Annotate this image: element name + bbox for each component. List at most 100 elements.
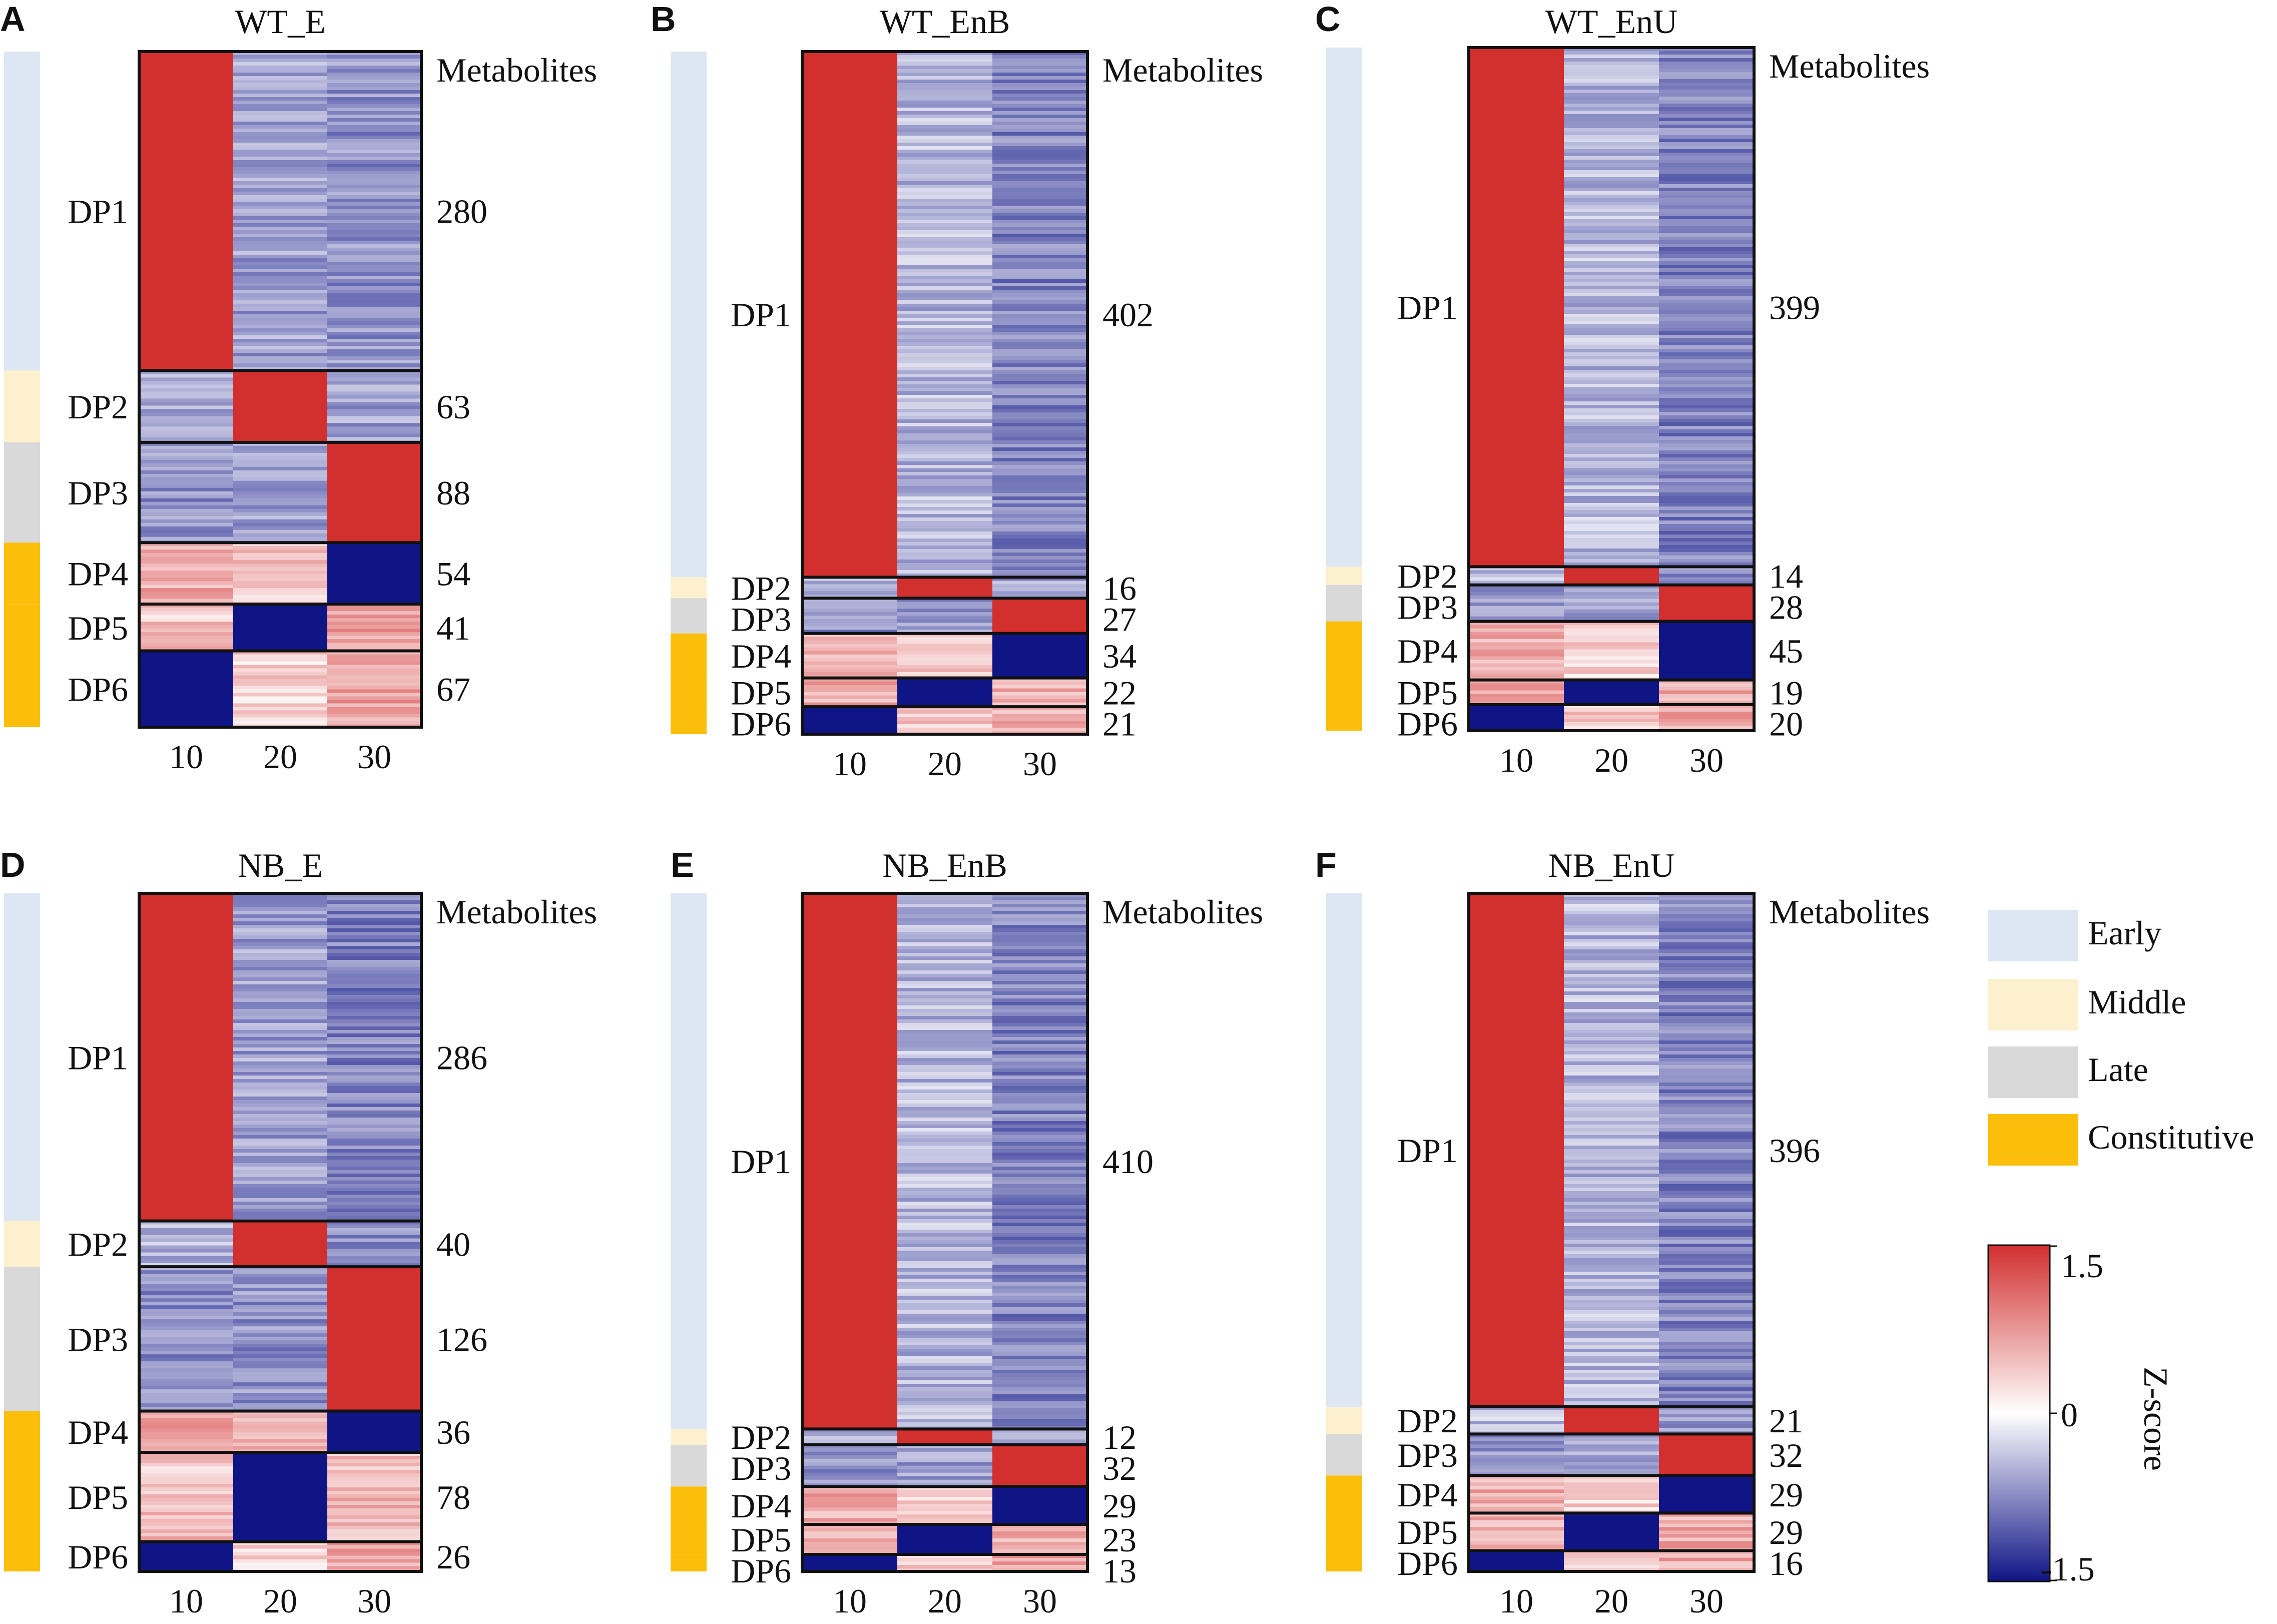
legend-label-late: Late bbox=[2088, 1050, 2148, 1089]
heatmap-row-stripe bbox=[1659, 202, 1754, 205]
heatmap-row-stripe bbox=[327, 1242, 421, 1246]
heatmap-row-stripe bbox=[233, 498, 327, 502]
heatmap-row-stripe bbox=[327, 893, 421, 897]
heatmap-row-stripe bbox=[1469, 1465, 1564, 1469]
heatmap-row-stripe bbox=[802, 1542, 897, 1546]
heatmap-row-stripe bbox=[233, 157, 327, 160]
heatmap-row-stripe bbox=[992, 174, 1087, 178]
heatmap-row-stripe bbox=[327, 1149, 421, 1153]
pattern-block-dp6 bbox=[802, 707, 1087, 734]
heatmap-row-stripe bbox=[139, 557, 233, 561]
heatmap-row-stripe bbox=[992, 125, 1087, 129]
heatmap-row-stripe bbox=[327, 293, 421, 297]
heatmap-row-stripe bbox=[897, 1331, 992, 1335]
heatmap-row-stripe bbox=[1564, 705, 1659, 708]
heatmap-row-stripe bbox=[1659, 272, 1754, 275]
heatmap-row-stripe bbox=[139, 508, 233, 512]
heatmap-row-stripe bbox=[1564, 377, 1659, 380]
heatmap-row-stripe bbox=[233, 1428, 327, 1432]
heatmap-row-stripe bbox=[233, 714, 327, 718]
heatmap-row-stripe bbox=[992, 942, 1087, 946]
heatmap-row-stripe bbox=[139, 412, 233, 416]
heatmap-row-stripe bbox=[233, 995, 327, 998]
heatmap-row-stripe bbox=[897, 206, 992, 209]
heatmap-row-stripe bbox=[327, 668, 421, 672]
heatmap-row-stripe bbox=[1659, 156, 1754, 160]
heatmap-row-stripe bbox=[233, 1386, 327, 1390]
heatmap-row-stripe bbox=[1469, 694, 1564, 698]
heatmap-row-stripe bbox=[1659, 1537, 1754, 1541]
heatmap-row-stripe bbox=[327, 346, 421, 349]
heatmap-row-stripe bbox=[233, 1333, 327, 1337]
heatmap-row-stripe bbox=[802, 1458, 897, 1462]
heatmap-row-stripe bbox=[327, 1191, 421, 1195]
heatmap-row-stripe bbox=[233, 1065, 327, 1068]
heatmap-row-stripe bbox=[992, 433, 1087, 437]
heatmap-row-stripe bbox=[1659, 538, 1754, 542]
heatmap-row-stripe bbox=[327, 639, 421, 643]
heatmap-row-stripe bbox=[327, 1174, 421, 1177]
heatmap-row-stripe bbox=[1659, 1427, 1754, 1431]
heatmap-row-stripe bbox=[1564, 289, 1659, 293]
heatmap-row-stripe bbox=[233, 1019, 327, 1023]
heatmap-row-stripe bbox=[1659, 552, 1754, 556]
heatmap-row-stripe bbox=[139, 1494, 233, 1498]
heatmap-row-stripe bbox=[1659, 1037, 1754, 1040]
heatmap-row-stripe bbox=[1564, 722, 1659, 726]
heatmap-row-stripe bbox=[1659, 577, 1754, 581]
heatmap-row-stripe bbox=[992, 1356, 1087, 1359]
heatmap-row-stripe bbox=[1564, 1268, 1659, 1272]
heatmap-row-stripe bbox=[233, 1347, 327, 1351]
heatmap-row-stripe bbox=[1659, 163, 1754, 167]
heatmap-row-stripe bbox=[1564, 244, 1659, 247]
heatmap-row-stripe bbox=[327, 1026, 421, 1030]
heatmap-row-stripe bbox=[1659, 1554, 1754, 1558]
metabolites-header: Metabolites bbox=[1769, 47, 1930, 85]
heatmap-row-stripe bbox=[233, 1274, 327, 1278]
heatmap-row-stripe bbox=[1659, 366, 1754, 370]
heatmap-row-stripe bbox=[139, 519, 233, 523]
heatmap-row-stripe bbox=[233, 546, 327, 550]
heatmap-row-stripe bbox=[1564, 1391, 1659, 1394]
heatmap-row-stripe bbox=[1564, 76, 1659, 79]
phase-strip-early bbox=[1326, 893, 1362, 1407]
heatmap-row-stripe bbox=[327, 178, 421, 181]
heatmap-row-stripe bbox=[1564, 667, 1659, 671]
heatmap-row-stripe bbox=[1659, 527, 1754, 531]
heatmap-row-stripe bbox=[897, 139, 992, 143]
heatmap-row-stripe bbox=[992, 1082, 1087, 1086]
heatmap-row-stripe bbox=[897, 1254, 992, 1258]
heatmap-row-stripe bbox=[233, 1298, 327, 1302]
heatmap-row-stripe bbox=[992, 1135, 1087, 1139]
heatmap-row-stripe bbox=[1659, 1391, 1754, 1394]
heatmap-row-stripe bbox=[1659, 90, 1754, 93]
heatmap-row-stripe bbox=[1564, 1359, 1659, 1363]
heatmap-row-stripe bbox=[802, 1465, 897, 1469]
heatmap-row-stripe bbox=[897, 1244, 992, 1247]
panel-letter: B bbox=[651, 0, 676, 39]
heatmap-row-stripe bbox=[139, 1365, 233, 1369]
heatmap-row-stripe bbox=[992, 1156, 1087, 1160]
heatmap-row-stripe bbox=[1564, 897, 1659, 900]
heatmap-row-stripe bbox=[992, 1240, 1087, 1244]
heatmap-row-stripe bbox=[139, 1284, 233, 1288]
heatmap-row-stripe bbox=[992, 1198, 1087, 1202]
heatmap-row-stripe bbox=[992, 405, 1087, 409]
colorbar-mid-label: 0 bbox=[2061, 1396, 2078, 1434]
heatmap-row-stripe bbox=[1564, 356, 1659, 359]
heatmap-row-stripe bbox=[233, 949, 327, 953]
heatmap-row-stripe bbox=[1564, 328, 1659, 331]
heatmap-row-stripe bbox=[992, 1307, 1087, 1310]
heatmap-row-stripe bbox=[992, 584, 1087, 588]
heatmap-row-stripe bbox=[897, 1040, 992, 1044]
heatmap-row-stripe bbox=[233, 248, 327, 251]
pattern-label: DP2 bbox=[731, 569, 791, 607]
heatmap-row-stripe bbox=[1564, 984, 1659, 988]
heatmap-row-stripe bbox=[1659, 1205, 1754, 1209]
heatmap-row-stripe bbox=[992, 76, 1087, 80]
heatmap-row-stripe bbox=[992, 412, 1087, 416]
heatmap-row-stripe bbox=[1469, 1444, 1564, 1448]
heatmap-row-stripe bbox=[992, 346, 1087, 349]
heatmap-row-stripe bbox=[992, 1212, 1087, 1216]
heatmap-row-stripe bbox=[233, 1033, 327, 1037]
